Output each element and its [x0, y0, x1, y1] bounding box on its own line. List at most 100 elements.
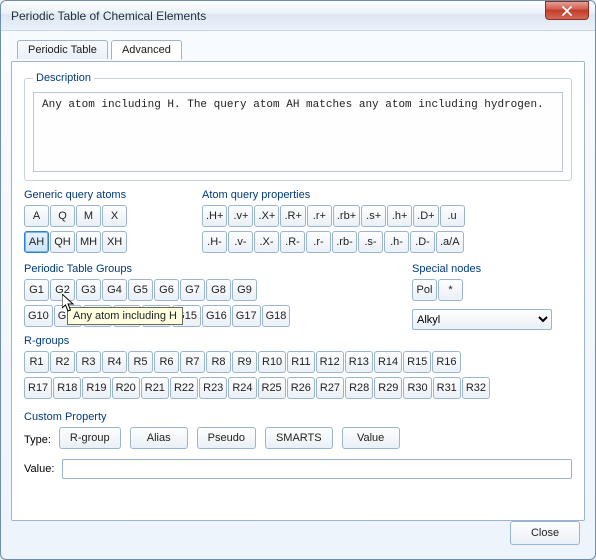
atom-prop-button-h[interactable]: .H+: [202, 205, 227, 227]
rgroup-button-r2[interactable]: R2: [50, 351, 75, 373]
atom-prop-button-x[interactable]: .X+: [254, 205, 279, 227]
atom-prop-button-d[interactable]: .D+: [413, 205, 438, 227]
generic-label: Generic query atoms: [24, 189, 184, 201]
pg-button-g17[interactable]: G17: [232, 305, 261, 327]
tab-strip: Periodic Table Advanced: [17, 39, 585, 61]
tab-periodic-table[interactable]: Periodic Table: [17, 40, 108, 59]
rgroup-button-r26[interactable]: R26: [287, 377, 315, 399]
rgroup-button-r30[interactable]: R30: [403, 377, 431, 399]
special-nodes-row: Pol*: [412, 279, 572, 305]
atom-prop-button-aa[interactable]: .a/A: [436, 231, 464, 253]
custom-value-input[interactable]: [62, 459, 572, 479]
rgroup-button-r17[interactable]: R17: [24, 377, 52, 399]
generic-atom-button-xh[interactable]: XH: [102, 231, 127, 253]
rgroup-button-r7[interactable]: R7: [180, 351, 205, 373]
rgroup-button-r20[interactable]: R20: [112, 377, 140, 399]
periodic-groups-label: Periodic Table Groups: [24, 263, 394, 275]
atom-prop-button-r[interactable]: .r+: [307, 205, 332, 227]
window-title: Periodic Table of Chemical Elements: [11, 9, 545, 23]
atom-prop-button-h[interactable]: .h-: [384, 231, 409, 253]
atom-prop-button-x[interactable]: .X-: [254, 231, 279, 253]
atom-prop-button-r[interactable]: .R+: [280, 205, 305, 227]
rgroup-button-r14[interactable]: R14: [374, 351, 402, 373]
rgroup-button-r3[interactable]: R3: [76, 351, 101, 373]
rgroup-button-r5[interactable]: R5: [128, 351, 153, 373]
rgroup-button-r16[interactable]: R16: [432, 351, 460, 373]
generic-atom-button-mh[interactable]: MH: [76, 231, 101, 253]
custom-value-button[interactable]: Value: [342, 427, 400, 449]
atom-prop-button-s[interactable]: .s-: [358, 231, 383, 253]
pg-button-g7[interactable]: G7: [180, 279, 205, 301]
description-text: Any atom including H. The query atom AH …: [33, 92, 563, 172]
rgroup-button-r25[interactable]: R25: [258, 377, 286, 399]
rgroup-button-r19[interactable]: R19: [82, 377, 110, 399]
rgroup-button-r8[interactable]: R8: [206, 351, 231, 373]
rgroup-button-r31[interactable]: R31: [433, 377, 461, 399]
atom-prop-button-r[interactable]: .r-: [306, 231, 331, 253]
atom-prop-button-h[interactable]: .H-: [202, 231, 227, 253]
atom-prop-button-rb[interactable]: .rb+: [333, 205, 360, 227]
pg-button-g3[interactable]: G3: [76, 279, 101, 301]
rgroup-button-r29[interactable]: R29: [374, 377, 402, 399]
close-button[interactable]: Close: [510, 521, 580, 545]
pg-button-g4[interactable]: G4: [102, 279, 127, 301]
description-group: Description Any atom including H. The qu…: [24, 72, 572, 181]
rgroup-button-r27[interactable]: R27: [316, 377, 344, 399]
pg-button-g6[interactable]: G6: [154, 279, 179, 301]
rgroup-button-r1[interactable]: R1: [24, 351, 49, 373]
pg-button-g8[interactable]: G8: [206, 279, 231, 301]
rgroup-button-r28[interactable]: R28: [345, 377, 373, 399]
atom-prop-button-v[interactable]: .v-: [228, 231, 253, 253]
generic-atom-button-q[interactable]: Q: [50, 205, 75, 227]
special-nodes-dropdown[interactable]: Alkyl: [412, 309, 552, 330]
rgroup-button-r11[interactable]: R11: [287, 351, 314, 373]
dialog-content: Periodic Table Advanced Description Any …: [1, 31, 595, 559]
rgroup-button-r13[interactable]: R13: [345, 351, 373, 373]
atom-prop-button-v[interactable]: .v+: [228, 205, 253, 227]
rgroup-button-r18[interactable]: R18: [53, 377, 81, 399]
pg-button-g1[interactable]: G1: [24, 279, 49, 301]
custom-alias-button[interactable]: Alias: [130, 427, 188, 449]
pg-button-g9[interactable]: G9: [232, 279, 257, 301]
atomprops-row2: .H-.v-.X-.R-.r-.rb-.s-.h-.D-.a/A: [202, 231, 572, 257]
rgroup-button-r22[interactable]: R22: [170, 377, 198, 399]
rgroup-button-r9[interactable]: R9: [232, 351, 257, 373]
rgroup-button-r10[interactable]: R10: [258, 351, 286, 373]
pg-button-g2[interactable]: G2: [50, 279, 75, 301]
rgroup-button-r4[interactable]: R4: [102, 351, 127, 373]
special-node-button-[interactable]: *: [438, 279, 463, 301]
rgroup-button-r23[interactable]: R23: [199, 377, 227, 399]
rgroups-label: R-groups: [24, 335, 572, 347]
pg-button-g10[interactable]: G10: [24, 305, 53, 327]
custom-smarts-button[interactable]: SMARTS: [265, 427, 333, 449]
rgroup-button-r21[interactable]: R21: [141, 377, 169, 399]
generic-row2: AHQHMHXH: [24, 231, 184, 257]
atom-prop-button-d[interactable]: .D-: [410, 231, 435, 253]
atom-prop-button-s[interactable]: .s+: [361, 205, 386, 227]
atom-prop-button-u[interactable]: .u: [440, 205, 465, 227]
atom-prop-button-rb[interactable]: .rb-: [332, 231, 357, 253]
tooltip: Any atom including H: [67, 307, 183, 325]
pg-button-g18[interactable]: G18: [262, 305, 291, 327]
periodic-groups-row1: G1G2G3G4G5G6G7G8G9: [24, 279, 394, 305]
rgroup-button-r32[interactable]: R32: [462, 377, 490, 399]
generic-atom-button-a[interactable]: A: [24, 205, 49, 227]
generic-atom-button-m[interactable]: M: [76, 205, 101, 227]
custom-rgroup-button[interactable]: R-group: [59, 427, 121, 449]
generic-atom-button-x[interactable]: X: [102, 205, 127, 227]
tab-panel-advanced: Description Any atom including H. The qu…: [11, 61, 585, 521]
generic-atom-button-ah[interactable]: AH: [24, 231, 49, 253]
rgroup-button-r12[interactable]: R12: [316, 351, 344, 373]
generic-atom-button-qh[interactable]: QH: [50, 231, 75, 253]
special-node-button-pol[interactable]: Pol: [412, 279, 437, 301]
rgroup-button-r15[interactable]: R15: [403, 351, 431, 373]
tab-advanced[interactable]: Advanced: [111, 40, 182, 60]
pg-button-g16[interactable]: G16: [202, 305, 231, 327]
rgroup-button-r24[interactable]: R24: [228, 377, 256, 399]
custom-pseudo-button[interactable]: Pseudo: [197, 427, 256, 449]
pg-button-g5[interactable]: G5: [128, 279, 153, 301]
rgroup-button-r6[interactable]: R6: [154, 351, 179, 373]
atom-prop-button-r[interactable]: .R-: [280, 231, 305, 253]
atom-prop-button-h[interactable]: .h+: [387, 205, 412, 227]
window-close-button[interactable]: [545, 1, 589, 20]
